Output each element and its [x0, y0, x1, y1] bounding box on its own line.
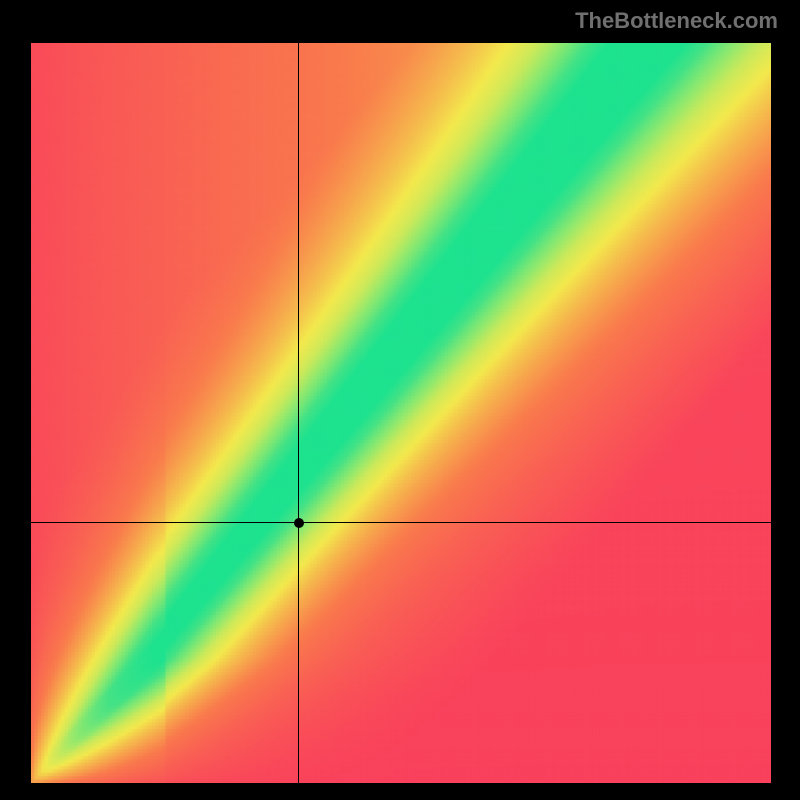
crosshair-horizontal [31, 522, 771, 523]
crosshair-dot [294, 518, 304, 528]
crosshair-vertical [298, 43, 299, 783]
watermark-text: TheBottleneck.com [575, 8, 778, 34]
bottleneck-heatmap [31, 43, 771, 783]
heatmap-canvas [31, 43, 771, 783]
